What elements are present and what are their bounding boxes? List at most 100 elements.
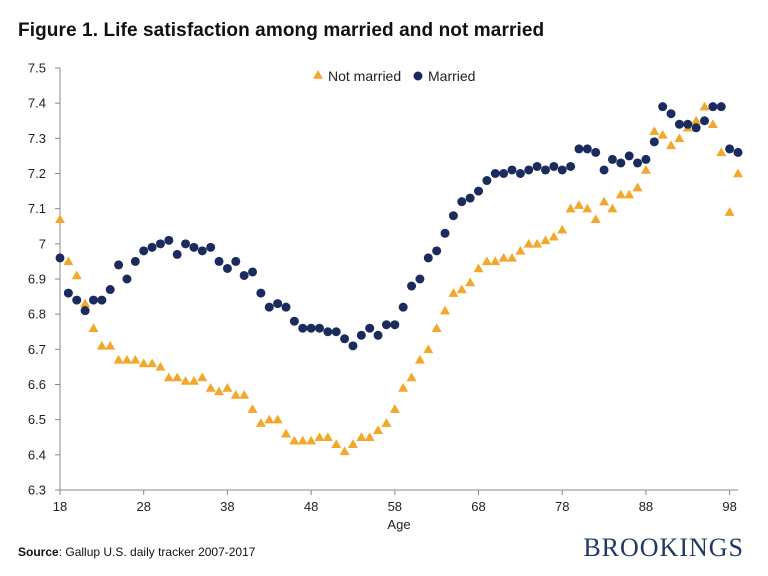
- y-tick-label: 7.1: [28, 201, 46, 216]
- married-point: [314, 323, 324, 333]
- married-point: [331, 327, 341, 337]
- married-point: [716, 102, 726, 112]
- married-point: [105, 285, 115, 295]
- y-tick-label: 7: [39, 236, 46, 251]
- not-married-point: [381, 418, 392, 427]
- married-point: [566, 161, 576, 171]
- married-point: [72, 295, 82, 305]
- brookings-logo: BROOKINGS: [583, 533, 744, 562]
- not-married-point: [733, 168, 743, 178]
- not-married-point: [163, 372, 174, 382]
- married-point: [591, 147, 601, 157]
- not-married-point: [113, 354, 124, 364]
- not-married-point: [582, 203, 593, 213]
- legend: Not married Married: [313, 68, 475, 84]
- married-point: [273, 299, 283, 309]
- married-point: [474, 186, 484, 196]
- married-point: [624, 151, 634, 161]
- not-married-point: [222, 383, 233, 392]
- not-married-point: [406, 372, 417, 382]
- married-point: [683, 119, 693, 129]
- not-married-point: [481, 256, 492, 266]
- legend-married-marker: [413, 71, 423, 81]
- not-married-point: [55, 214, 65, 223]
- married-point: [674, 119, 684, 129]
- y-tick-label: 7.4: [28, 96, 46, 111]
- not-married-point: [632, 182, 643, 192]
- y-tick-label: 7.3: [28, 131, 46, 146]
- not-married-point: [456, 284, 467, 294]
- married-point: [381, 320, 391, 330]
- married-point: [289, 316, 299, 326]
- married-point: [264, 302, 274, 312]
- not-married-point: [147, 358, 158, 368]
- not-married-point: [356, 432, 367, 441]
- not-married-point: [314, 432, 325, 441]
- married-point: [206, 242, 216, 252]
- not-married-point: [565, 203, 576, 213]
- married-point: [281, 302, 291, 312]
- not-married-point: [88, 323, 99, 332]
- not-married-point: [247, 404, 258, 413]
- chart-title: Figure 1. Life satisfaction among marrie…: [18, 20, 545, 41]
- married-point: [298, 323, 308, 333]
- married-point: [549, 161, 559, 171]
- not-married-point: [239, 390, 250, 399]
- not-married-point: [515, 245, 526, 255]
- not-married-point: [624, 189, 635, 199]
- x-axis-tick-labels: 18 28 38 48 58 68 78 88 98: [53, 499, 737, 514]
- not-married-point: [130, 354, 141, 364]
- married-point: [155, 239, 165, 249]
- married-point: [164, 235, 174, 245]
- not-married-point: [105, 340, 116, 350]
- not-married-point: [414, 354, 425, 364]
- married-point: [515, 169, 525, 178]
- source-text: : Gallup U.S. daily tracker 2007-2017: [58, 545, 256, 559]
- not-married-point: [540, 235, 551, 245]
- married-point: [607, 154, 617, 164]
- married-point: [582, 144, 592, 154]
- not-married-point: [214, 386, 225, 396]
- married-point: [666, 109, 676, 119]
- y-tick-label: 6.5: [28, 412, 46, 427]
- not-married-point: [306, 435, 317, 445]
- married-point: [440, 228, 450, 238]
- not-married-point: [724, 207, 735, 216]
- married-point: [139, 246, 149, 256]
- legend-married-label: Married: [428, 68, 475, 84]
- not-married-point: [155, 361, 166, 371]
- married-point: [457, 197, 467, 207]
- married-point: [633, 158, 643, 168]
- married-point: [130, 256, 140, 266]
- married-point: [691, 123, 701, 133]
- y-tick-label: 6.7: [28, 342, 46, 357]
- married-point: [499, 169, 509, 178]
- not-married-point: [599, 196, 610, 206]
- not-married-point: [172, 372, 183, 382]
- married-point: [239, 270, 249, 280]
- x-tick-label: 58: [388, 499, 402, 514]
- not-married-point: [640, 164, 651, 174]
- not-married-point: [138, 358, 149, 368]
- not-married-point: [573, 200, 584, 209]
- married-point: [407, 281, 417, 291]
- married-point: [114, 260, 124, 270]
- not-married-point: [188, 375, 199, 385]
- married-point: [616, 158, 626, 168]
- not-married-point: [716, 147, 727, 157]
- not-married-point: [389, 404, 400, 413]
- not-married-point: [431, 323, 442, 332]
- not-married-point: [498, 252, 509, 262]
- married-point: [147, 242, 157, 252]
- not-married-point: [548, 231, 559, 241]
- married-point: [340, 334, 350, 344]
- series-married: [55, 102, 743, 351]
- not-married-point: [557, 224, 568, 234]
- not-married-point: [373, 425, 384, 434]
- married-point: [222, 263, 232, 273]
- married-point: [725, 144, 735, 154]
- married-point: [197, 246, 207, 256]
- y-tick-label: 6.9: [28, 272, 46, 287]
- not-married-point: [699, 101, 710, 111]
- not-married-point: [649, 126, 660, 136]
